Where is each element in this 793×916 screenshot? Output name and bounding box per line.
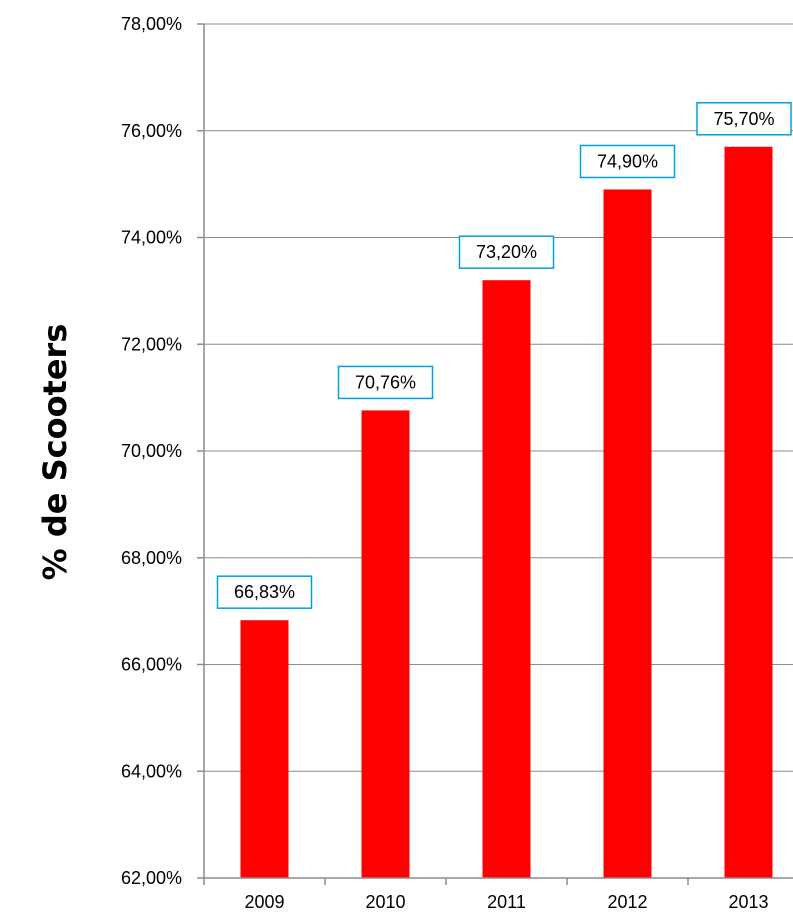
x-tick-label: 2013 bbox=[728, 892, 768, 912]
x-tick-labels: 2009 2010 2011 2012 2013 bbox=[244, 892, 768, 912]
bars bbox=[240, 146, 773, 878]
data-label-box bbox=[579, 144, 676, 179]
bar-2011 bbox=[482, 280, 531, 878]
x-tick-label: 2009 bbox=[244, 892, 284, 912]
x-tick-label: 2011 bbox=[487, 892, 526, 912]
y-tick-label: 68,00% bbox=[121, 548, 182, 568]
data-label-box bbox=[458, 235, 555, 269]
bar-2013 bbox=[724, 146, 773, 878]
y-tick-labels: 62,00% 64,00% 66,00% 68,00% 70,00% 72,00% 74,0… bbox=[121, 14, 182, 888]
data-labels: 66,83% 70,76% 73,20% 74,90% 75,70% bbox=[216, 102, 792, 609]
y-tick-label: 74,00% bbox=[121, 228, 182, 248]
x-tick-label: 2012 bbox=[607, 892, 647, 912]
data-label: 73,20% bbox=[476, 242, 537, 262]
y-tick-label: 78,00% bbox=[121, 14, 182, 34]
y-tick-label: 66,00% bbox=[121, 655, 182, 675]
x-tick-label: 2010 bbox=[365, 892, 405, 912]
data-label-box bbox=[696, 102, 792, 136]
data-label: 75,70% bbox=[713, 109, 774, 129]
y-tick-label: 76,00% bbox=[121, 121, 182, 141]
y-tick-label: 72,00% bbox=[121, 334, 182, 354]
y-axis-label: % de Scooters bbox=[36, 324, 74, 581]
y-tick-label: 64,00% bbox=[121, 761, 182, 781]
data-label: 74,90% bbox=[597, 151, 658, 171]
data-label-box bbox=[216, 575, 313, 609]
bar-2010 bbox=[361, 410, 410, 878]
bar-2009 bbox=[240, 620, 289, 878]
y-tick-label: 70,00% bbox=[121, 441, 182, 461]
data-label-box bbox=[337, 365, 434, 400]
data-label: 70,76% bbox=[355, 372, 416, 392]
bar-2012 bbox=[603, 189, 652, 878]
axes bbox=[197, 23, 793, 885]
data-label: 66,83% bbox=[234, 582, 295, 602]
y-tick-label: 62,00% bbox=[121, 868, 182, 888]
